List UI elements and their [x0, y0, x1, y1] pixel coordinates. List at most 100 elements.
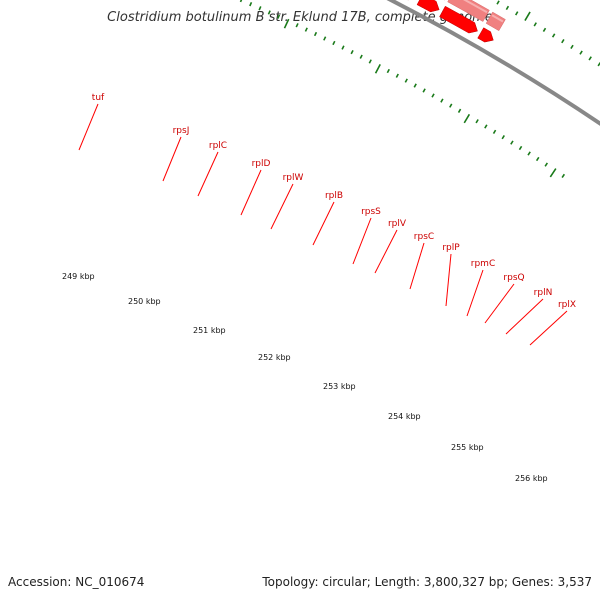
inner-feature-arrow — [439, 5, 478, 34]
inner-feature-arrow — [477, 27, 494, 43]
ruler-tick — [588, 56, 592, 61]
ruler-tick — [395, 73, 399, 78]
ruler-tick — [313, 31, 318, 37]
ruler-tick — [475, 119, 479, 124]
ruler-tick — [359, 54, 363, 59]
ruler-tick — [484, 124, 488, 129]
accession-text: Accession: NC_010674 — [8, 575, 145, 589]
ruler-tick — [422, 88, 426, 93]
ruler-tick — [535, 156, 540, 162]
ruler-tick — [267, 10, 271, 15]
ruler-tick — [304, 27, 308, 32]
gene-label: rplW — [283, 173, 304, 183]
gene-label-line — [374, 229, 398, 274]
ruler-tick — [295, 23, 299, 28]
ruler-tick — [431, 93, 435, 98]
gene-label: rplV — [388, 219, 407, 229]
gene-label-line — [197, 151, 219, 197]
ruler-tick — [579, 50, 583, 55]
gene-label-line — [484, 283, 515, 324]
genome-summary-text: Topology: circular; Length: 3,800,327 bp… — [262, 575, 592, 589]
inner-feature-track — [407, 0, 494, 43]
gene-label: rplN — [534, 288, 553, 298]
gene-label-line — [409, 242, 425, 290]
outer-feature-track — [443, 0, 506, 32]
ruler-tick — [239, 0, 243, 3]
ruler-tick — [283, 18, 290, 29]
ruler-tick — [463, 113, 471, 124]
ruler-tick — [533, 22, 537, 27]
ruler-tick — [440, 98, 444, 103]
gene-label: rpsC — [414, 232, 434, 242]
gene-label: rpmC — [471, 259, 495, 269]
kbp-label: 249 kbp — [62, 272, 95, 281]
ruler-tick — [413, 83, 417, 88]
ruler-tick — [544, 162, 549, 167]
ruler-tick — [323, 36, 327, 41]
ruler-tick — [518, 145, 523, 151]
kbp-label: 250 kbp — [128, 297, 161, 306]
kbp-label: 254 kbp — [388, 412, 421, 421]
ruler-tick — [457, 108, 462, 113]
gene-label: rplP — [442, 243, 460, 253]
gene-label-line — [78, 103, 99, 151]
kbp-label: 253 kbp — [323, 382, 356, 391]
gene-label-line — [466, 269, 484, 317]
ruler-tick — [515, 11, 519, 16]
outer-feature-block — [447, 0, 490, 22]
ruler-tick — [570, 44, 574, 49]
ruler-tick — [332, 40, 336, 46]
ruler-tick — [492, 129, 497, 134]
ruler-tick — [374, 64, 381, 74]
gene-label-line — [162, 136, 182, 182]
ruler-tick — [510, 140, 514, 145]
genome-backbone — [386, 0, 600, 126]
gene-label: rplB — [325, 191, 343, 201]
gene-label: rplC — [209, 141, 227, 151]
ruler-tick — [368, 59, 372, 64]
gene-label-line — [529, 310, 568, 346]
gene-label: tuf — [92, 93, 105, 103]
ruler-tick — [341, 45, 345, 50]
ruler-tick — [386, 68, 390, 74]
gene-label: rpsS — [361, 207, 381, 217]
ruler-tick — [561, 173, 566, 179]
ruler-tick — [549, 168, 557, 178]
kbp-label: 256 kbp — [515, 474, 548, 483]
ruler-tick — [505, 5, 510, 11]
ruler-tick — [404, 78, 408, 83]
gene-labels: tuf rpsJ rplC rplD rplW rplB rpsS rplV rpsC rplP r… — [92, 93, 576, 310]
gene-label-lines — [78, 103, 568, 346]
ruler-tick — [524, 11, 531, 21]
kbp-labels: 249 kbp 250 kbp 251 kbp 252 kbp 253 kbp 254 k… — [62, 272, 548, 483]
gene-label: rpsJ — [173, 126, 190, 136]
gene-label-line — [240, 169, 262, 216]
gene-label-line — [445, 253, 452, 307]
gene-label-line — [505, 298, 544, 335]
ruler-tick — [551, 33, 556, 38]
ruler-tick — [350, 49, 354, 55]
outer-feature-highlight — [462, 0, 488, 14]
ruler-tick — [501, 135, 505, 140]
gene-label-line — [270, 183, 294, 230]
ruler-tick — [258, 6, 262, 11]
inner-feature-arrow — [416, 0, 440, 13]
ruler-tick — [449, 103, 453, 108]
ruler-tick — [527, 151, 531, 156]
ruler-ticks — [239, 0, 600, 179]
backbone-line — [386, 0, 600, 126]
outer-feature-block — [485, 11, 506, 32]
gene-label: rpsQ — [503, 273, 524, 283]
outer-feature-highlight — [491, 14, 504, 23]
ruler-tick — [561, 39, 565, 44]
ruler-tick — [496, 0, 500, 5]
gene-label-line — [312, 201, 335, 246]
kbp-label: 255 kbp — [451, 443, 484, 452]
ruler-tick — [542, 27, 547, 33]
gene-label: rplX — [558, 300, 576, 310]
ruler-tick — [277, 14, 281, 19]
kbp-label: 251 kbp — [193, 326, 226, 335]
gene-label-line — [352, 217, 372, 265]
